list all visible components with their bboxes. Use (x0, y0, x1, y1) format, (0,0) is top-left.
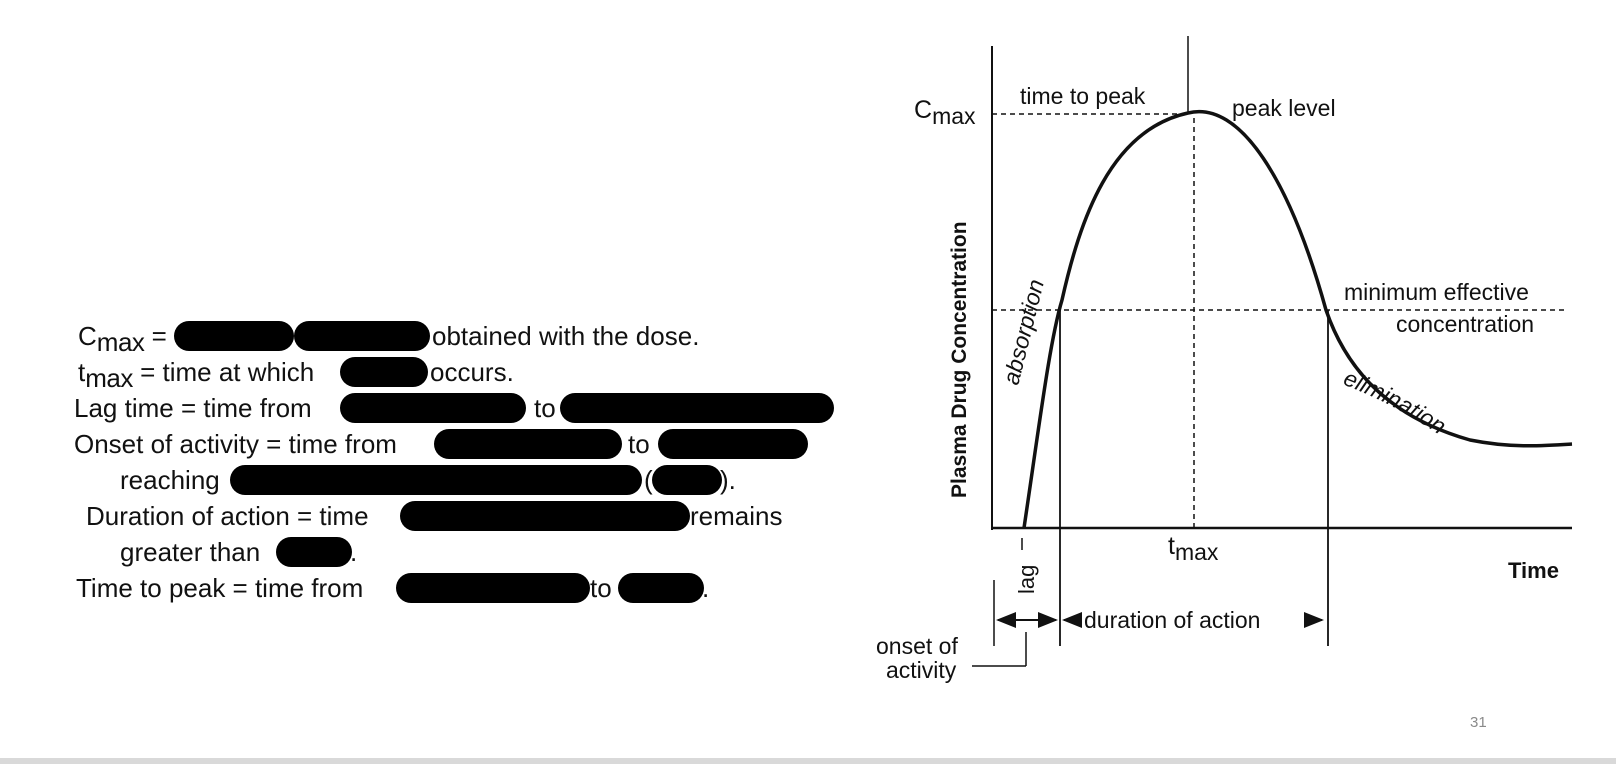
x-axis-label: Time (1508, 558, 1559, 583)
lag-label: lag (1014, 565, 1039, 594)
onset-label-line2: activity (886, 657, 957, 683)
mec-label-line2: concentration (1396, 311, 1534, 337)
onset-label-line1: onset of (876, 633, 958, 659)
time-to-peak-label: time to peak (1020, 83, 1146, 109)
duration-of-action-label: duration of action (1084, 607, 1260, 633)
tmax-axis-label: tmax (1168, 532, 1219, 565)
bottom-divider (0, 758, 1616, 764)
elimination-label: elimination (1340, 364, 1451, 439)
peak-level-label: peak level (1232, 95, 1336, 121)
y-axis-label: Plasma Drug Concentration (948, 221, 971, 498)
cmax-axis-label: Cmax (914, 96, 976, 129)
page-number: 31 (1470, 714, 1487, 731)
absorption-label: absorption (998, 277, 1049, 388)
mec-label-line1: minimum effective (1344, 279, 1529, 305)
